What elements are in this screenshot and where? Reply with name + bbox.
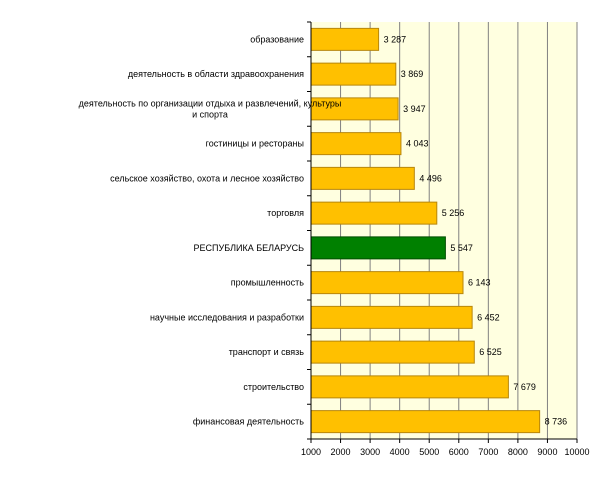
x-tick-label: 7000 [478, 447, 498, 457]
x-tick-label: 10000 [564, 447, 589, 457]
category-label: образование [250, 34, 304, 44]
value-label: 3 947 [403, 104, 426, 114]
category-label: РЕСПУБЛИКА БЕЛАРУСЬ [194, 243, 305, 253]
bar-highlight [310, 236, 446, 260]
category-label-line: торговля [267, 208, 304, 218]
value-label: 4 496 [419, 173, 442, 183]
category-label-line: и спорта [192, 109, 228, 119]
category-label-line: научные исследования и разработки [150, 312, 304, 322]
category-label-line: строительство [243, 382, 304, 392]
x-tick-label: 3000 [360, 447, 380, 457]
bar [310, 166, 415, 190]
x-tick-label: 5000 [419, 447, 439, 457]
bar [310, 201, 438, 225]
category-label-line: РЕСПУБЛИКА БЕЛАРУСЬ [194, 243, 305, 253]
category-label-line: деятельность по организации отдыха и раз… [79, 98, 342, 108]
value-label: 3 287 [384, 34, 407, 44]
category-label: финансовая деятельность [193, 417, 304, 427]
x-tick-label: 2000 [331, 447, 351, 457]
bar [310, 271, 464, 295]
category-label: научные исследования и разработки [150, 312, 304, 322]
value-label: 3 869 [401, 69, 424, 79]
category-label-line: образование [250, 34, 304, 44]
category-label-line: деятельность в области здравоохранения [128, 69, 304, 79]
category-label-line: промышленность [231, 278, 305, 288]
bar [310, 62, 397, 86]
value-label: 6 143 [468, 278, 491, 288]
category-label: деятельность в области здравоохранения [128, 69, 304, 79]
value-label: 6 452 [477, 312, 500, 322]
value-label: 8 736 [545, 417, 568, 427]
plot-area-background [311, 22, 577, 439]
bar [310, 340, 475, 364]
category-label-line: финансовая деятельность [193, 417, 304, 427]
x-tick-label: 1000 [301, 447, 321, 457]
bar [310, 27, 380, 51]
category-label: промышленность [231, 278, 305, 288]
value-label: 5 256 [442, 208, 465, 218]
category-label: транспорт и связь [229, 347, 305, 357]
category-label: гостиницы и рестораны [206, 139, 304, 149]
category-label: деятельность по организации отдыха и раз… [79, 98, 342, 119]
bar [310, 410, 541, 434]
bar [310, 305, 473, 329]
category-label-line: сельское хозяйство, охота и лесное хозяй… [110, 173, 304, 183]
category-label: строительство [243, 382, 304, 392]
bar [310, 375, 509, 399]
value-label: 5 547 [450, 243, 473, 253]
x-tick-label: 6000 [449, 447, 469, 457]
category-label-line: гостиницы и рестораны [206, 139, 304, 149]
value-label: 7 679 [513, 382, 536, 392]
value-label: 6 525 [479, 347, 502, 357]
category-label: торговля [267, 208, 304, 218]
x-tick-label: 9000 [537, 447, 557, 457]
bar [310, 132, 402, 156]
value-label: 4 043 [406, 139, 429, 149]
category-label: сельское хозяйство, охота и лесное хозяй… [110, 173, 304, 183]
x-tick-label: 8000 [508, 447, 528, 457]
category-label-line: транспорт и связь [229, 347, 305, 357]
x-tick-label: 4000 [390, 447, 410, 457]
